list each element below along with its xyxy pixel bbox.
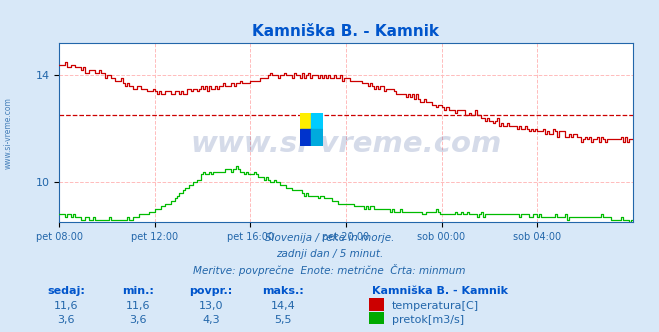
Bar — [312, 113, 323, 129]
Text: 4,3: 4,3 — [202, 315, 219, 325]
Text: min.:: min.: — [123, 286, 154, 296]
Bar — [300, 129, 312, 146]
Text: pretok[m3/s]: pretok[m3/s] — [392, 315, 464, 325]
Title: Kamniška B. - Kamnik: Kamniška B. - Kamnik — [252, 24, 440, 39]
Text: zadnji dan / 5 minut.: zadnji dan / 5 minut. — [276, 249, 383, 259]
Text: 13,0: 13,0 — [198, 301, 223, 311]
Text: 11,6: 11,6 — [126, 301, 151, 311]
Text: www.si-vreme.com: www.si-vreme.com — [3, 97, 13, 169]
Text: povpr.:: povpr.: — [189, 286, 233, 296]
Text: maks.:: maks.: — [262, 286, 304, 296]
Text: temperatura[C]: temperatura[C] — [392, 301, 479, 311]
Text: Kamniška B. - Kamnik: Kamniška B. - Kamnik — [372, 286, 508, 296]
Text: 11,6: 11,6 — [53, 301, 78, 311]
Text: Meritve: povprečne  Enote: metrične  Črta: minmum: Meritve: povprečne Enote: metrične Črta:… — [193, 264, 466, 276]
Text: 14,4: 14,4 — [271, 301, 296, 311]
Text: 3,6: 3,6 — [57, 315, 74, 325]
Text: Slovenija / reke in morje.: Slovenija / reke in morje. — [265, 233, 394, 243]
Text: 3,6: 3,6 — [130, 315, 147, 325]
Text: sedaj:: sedaj: — [47, 286, 85, 296]
Text: www.si-vreme.com: www.si-vreme.com — [190, 129, 501, 158]
Bar — [300, 113, 312, 129]
Bar — [312, 129, 323, 146]
Text: 5,5: 5,5 — [275, 315, 292, 325]
